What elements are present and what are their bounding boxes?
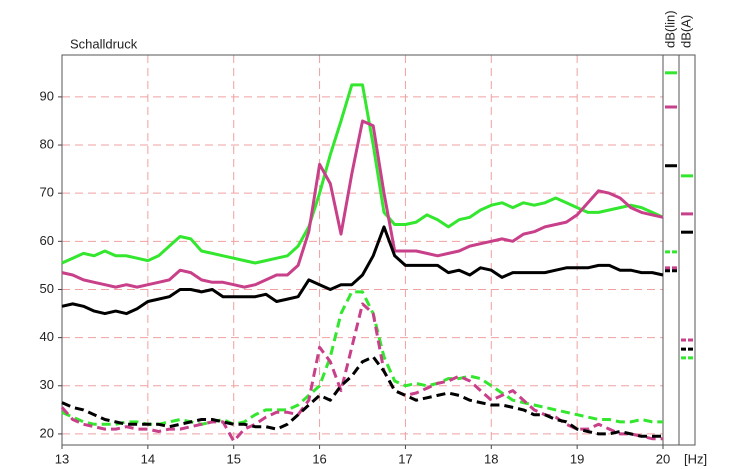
level-column-label: dB(lin) (662, 10, 677, 48)
x-tick-label: 15 (226, 451, 240, 466)
x-tick-label: 17 (398, 451, 412, 466)
plot-frame (61, 54, 664, 446)
x-tick-label: 13 (55, 451, 69, 466)
y-tick-label: 70 (40, 185, 54, 200)
y-tick-label: 60 (40, 233, 54, 248)
y-tick-label: 90 (40, 88, 54, 103)
series-line (61, 83, 664, 265)
y-tick-label: 40 (40, 329, 54, 344)
x-tick-label: 20 (656, 451, 670, 466)
level-column-label: dB(A) (678, 15, 693, 48)
x-tick-label: 19 (570, 451, 584, 466)
series-line (61, 225, 664, 316)
x-axis-label: [Hz] (684, 451, 707, 466)
y-tick-label: 30 (40, 377, 54, 392)
y-tick-label: 50 (40, 281, 54, 296)
series-line (61, 119, 664, 289)
x-tick-label: 16 (312, 451, 326, 466)
level-column (662, 54, 680, 446)
x-tick-label: 18 (484, 451, 498, 466)
series-line (61, 290, 663, 426)
x-tick-label: 14 (141, 451, 155, 466)
series-line (60, 302, 663, 443)
chart-title: Schalldruck (70, 36, 138, 51)
y-tick-label: 80 (40, 136, 54, 151)
y-tick-label: 20 (40, 425, 54, 440)
level-column (678, 54, 696, 446)
series-line (61, 355, 663, 438)
